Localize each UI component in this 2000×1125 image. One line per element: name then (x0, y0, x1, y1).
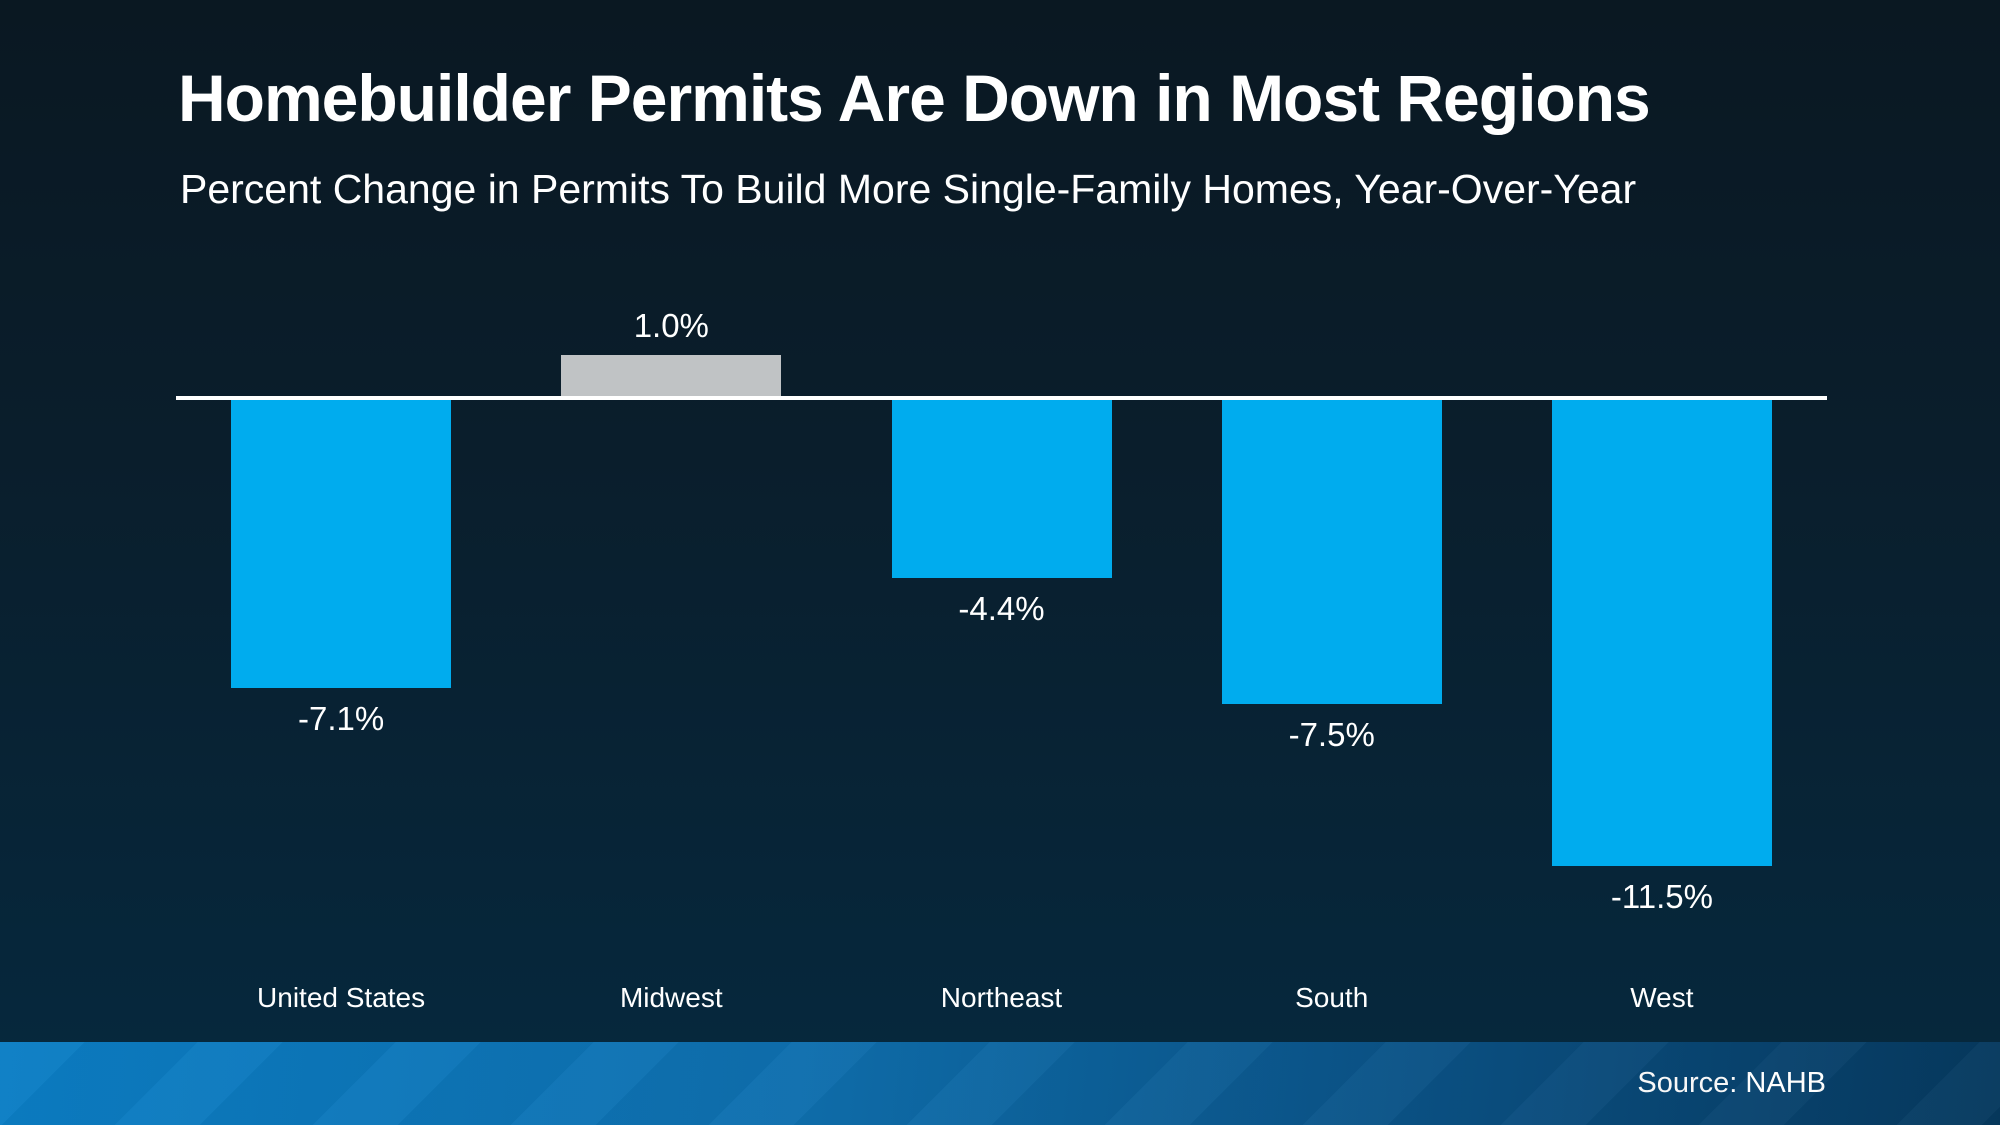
value-label-northeast: -4.4% (958, 590, 1045, 627)
page-subtitle: Percent Change in Permits To Build More … (180, 166, 1637, 212)
page-title: Homebuilder Permits Are Down in Most Reg… (178, 61, 1651, 135)
value-label-united-states: -7.1% (297, 700, 385, 737)
value-label-west: -11.5% (1610, 878, 1713, 915)
bar-northeast (891, 400, 1112, 578)
bar-united-states (231, 400, 452, 688)
zero-axis-line (176, 396, 1827, 400)
value-label-south: -7.5% (1288, 716, 1375, 753)
bar-west (1551, 400, 1772, 866)
category-label-midwest: Midwest (619, 982, 723, 1013)
bar-midwest (561, 355, 782, 396)
category-label-united-states: United States (257, 982, 426, 1013)
category-label-west: West (1630, 982, 1694, 1013)
bar-south (1221, 400, 1442, 704)
source-label: Source: NAHB (1637, 1067, 1826, 1099)
category-label-northeast: Northeast (940, 982, 1063, 1013)
value-label-midwest: 1.0% (633, 307, 709, 344)
footer-bar: Source: NAHB (0, 1042, 2000, 1125)
category-label-south: South (1295, 982, 1369, 1013)
